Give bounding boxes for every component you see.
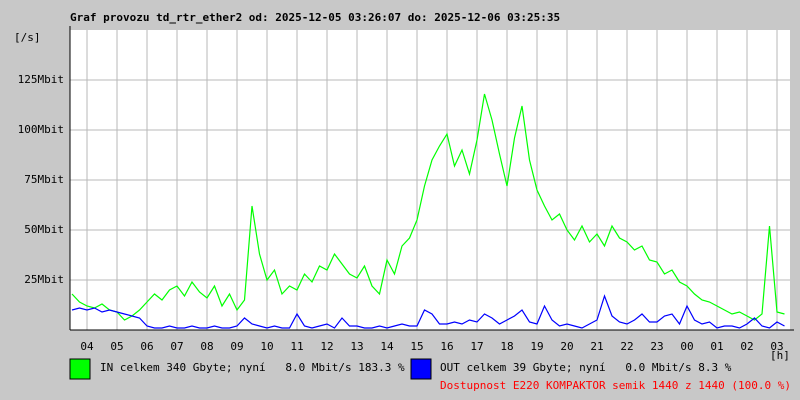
x-tick-label: 04 bbox=[80, 340, 94, 353]
x-tick-label: 16 bbox=[440, 340, 453, 353]
x-tick-label: 07 bbox=[170, 340, 183, 353]
x-tick-label: 03 bbox=[770, 340, 783, 353]
x-tick-label: 02 bbox=[740, 340, 753, 353]
y-tick-label: 25Mbit bbox=[24, 273, 64, 286]
x-tick-label: 18 bbox=[500, 340, 513, 353]
series-line bbox=[71, 294, 785, 329]
legend-swatch-in bbox=[69, 358, 91, 380]
y-tick-label: 75Mbit bbox=[24, 173, 64, 186]
x-tick-label: 08 bbox=[200, 340, 213, 353]
x-tick-label: 22 bbox=[620, 340, 633, 353]
chart-title: Graf provozu td_rtr_ether2 od: 2025-12-0… bbox=[70, 11, 560, 24]
x-tick-label: 11 bbox=[290, 340, 303, 353]
y-tick-label: 100Mbit bbox=[18, 123, 64, 136]
legend-entry: OUT celkem 39 Gbyte; nyní 0.0 Mbit/s 8.3… bbox=[440, 361, 732, 374]
series-line bbox=[71, 93, 785, 321]
x-tick-label: 06 bbox=[140, 340, 153, 353]
y-tick-label: 125Mbit bbox=[18, 73, 64, 86]
y-axis-label: [/s] bbox=[14, 31, 41, 44]
x-tick-label: 23 bbox=[650, 340, 663, 353]
x-tick-label: 10 bbox=[260, 340, 273, 353]
x-tick-label: 05 bbox=[110, 340, 123, 353]
y-tick-label: 50Mbit bbox=[24, 223, 64, 236]
x-tick-label: 00 bbox=[680, 340, 693, 353]
x-tick-label: 15 bbox=[410, 340, 423, 353]
x-tick-label: 12 bbox=[320, 340, 333, 353]
legend-swatch-out bbox=[410, 358, 432, 380]
x-tick-label: 19 bbox=[530, 340, 543, 353]
x-tick-label: 17 bbox=[470, 340, 483, 353]
x-axis-label: [h] bbox=[770, 349, 790, 362]
x-tick-label: 01 bbox=[710, 340, 723, 353]
legend-entry: IN celkem 340 Gbyte; nyní 8.0 Mbit/s 183… bbox=[100, 361, 405, 374]
x-tick-label: 21 bbox=[590, 340, 603, 353]
x-tick-label: 13 bbox=[350, 340, 363, 353]
x-tick-label: 20 bbox=[560, 340, 573, 353]
x-tick-label: 14 bbox=[380, 340, 394, 353]
x-tick-label: 09 bbox=[230, 340, 243, 353]
annotation: Dostupnost E220 KOMPAKTOR semik 1440 z 1… bbox=[440, 379, 791, 392]
